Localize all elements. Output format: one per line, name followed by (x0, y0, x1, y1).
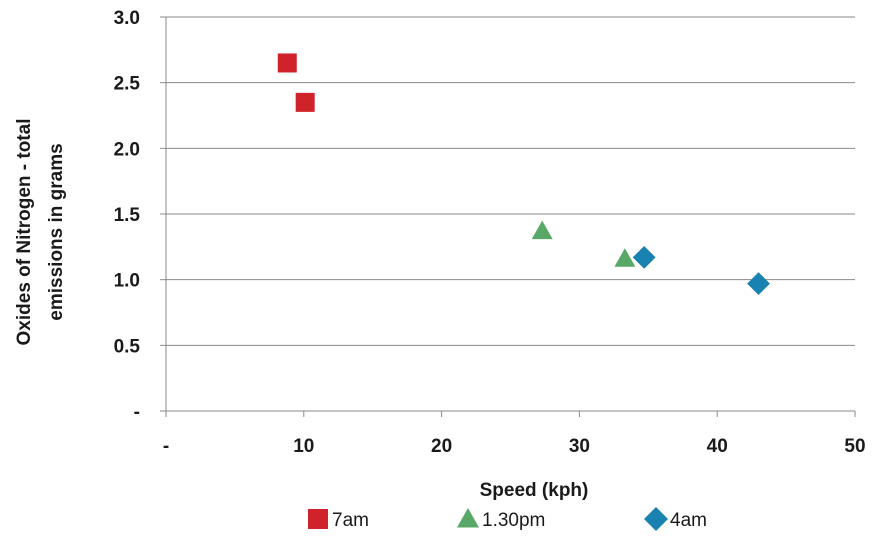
x-tick-label: - (163, 436, 169, 457)
data-points (277, 53, 770, 296)
legend-item-7am: 7am (308, 509, 369, 531)
x-tick-label: 50 (844, 436, 865, 457)
legend-label: 4am (670, 510, 707, 531)
x-tick-label: 10 (293, 436, 314, 457)
data-point-4am (747, 272, 770, 296)
x-tick-label: 40 (707, 436, 728, 457)
y-tick-label: 1.0 (114, 271, 140, 292)
legend-marker (644, 507, 668, 531)
axes (160, 16, 856, 417)
legend: 7am 1.30pm 4am (308, 507, 707, 531)
legend-item-1-30pm: 1.30pm (457, 508, 545, 531)
data-point-7am (295, 92, 315, 112)
x-tick-label: 20 (431, 436, 452, 457)
y-tick-label: 0.5 (114, 336, 141, 357)
y-tick-label: 1.5 (114, 205, 141, 226)
data-point-7am (277, 53, 297, 73)
y-tick-label: 3.0 (114, 8, 140, 29)
y-tick-labels: - 0.5 1.0 1.5 2.0 2.5 3.0 (114, 8, 141, 423)
legend-label: 1.30pm (482, 510, 545, 531)
data-point-1-30pm (531, 220, 553, 240)
data-point-4am (632, 245, 656, 269)
y-tick-label: 2.5 (114, 74, 141, 95)
x-tick-labels: - 10 20 30 40 50 (163, 436, 866, 457)
x-tick-label: 30 (569, 436, 590, 457)
legend-item-4am: 4am (644, 507, 707, 531)
legend-marker (457, 508, 479, 528)
data-point-1-30pm (614, 248, 636, 267)
gridlines (166, 16, 855, 346)
y-axis-title: Oxides of Nitrogen - total emissions in … (14, 119, 67, 346)
legend-label: 7am (332, 510, 369, 531)
y-axis-title-line-1: Oxides of Nitrogen - total (14, 119, 35, 346)
y-axis-title-line-2: emissions in grams (46, 143, 67, 320)
legend-marker (308, 509, 328, 529)
y-tick-label: - (134, 402, 140, 423)
x-axis-title: Speed (kph) (480, 480, 589, 501)
y-tick-label: 2.0 (114, 139, 140, 160)
